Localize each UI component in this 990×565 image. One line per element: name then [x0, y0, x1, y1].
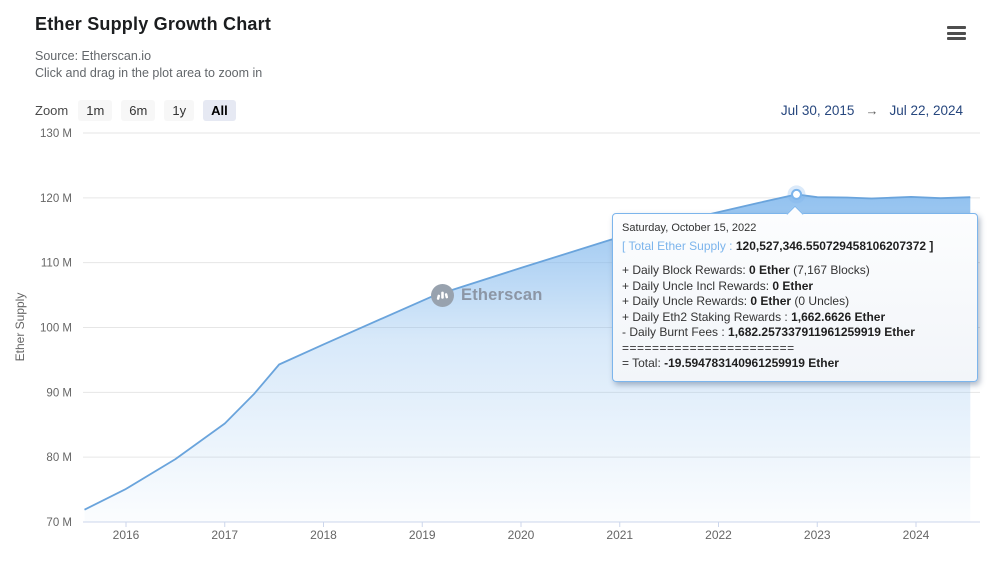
y-axis-tick-label: 80 M: [46, 452, 72, 464]
y-axis-tick-label: 100 M: [40, 323, 72, 335]
range-from-date[interactable]: Jul 30, 2015: [780, 103, 855, 118]
etherscan-logo-icon: [431, 284, 454, 307]
chart-hint-text: Click and drag in the plot area to zoom …: [35, 66, 263, 80]
watermark-label: Etherscan: [461, 286, 543, 304]
range-to-date[interactable]: Jul 22, 2024: [889, 103, 963, 118]
x-axis-tick-label: 2021: [606, 528, 633, 542]
x-axis-tick-label: 2017: [211, 528, 238, 542]
tooltip-row-eth2-staking-rewards: + Daily Eth2 Staking Rewards : 1,662.662…: [622, 309, 886, 324]
hamburger-bar: [947, 31, 966, 35]
y-axis-tick-label: 110 M: [41, 258, 72, 270]
zoom-button-1y[interactable]: 1y: [164, 100, 195, 121]
x-axis-tick-label: 2024: [903, 528, 930, 542]
y-axis-tick-label: 90 M: [46, 387, 72, 399]
hovered-point-marker[interactable]: [791, 188, 803, 200]
zoom-button-6m[interactable]: 6m: [121, 100, 156, 121]
range-arrow-icon: →: [865, 103, 879, 118]
date-range: Jul 30, 2015 → Jul 22, 2024: [781, 103, 963, 118]
x-axis-tick-label: 2023: [804, 528, 831, 542]
hamburger-bar: [947, 26, 966, 29]
x-axis-tick-label: 2019: [409, 528, 436, 542]
chart-tooltip: Saturday, October 15, 2022 [ Total Ether…: [612, 205, 978, 382]
total-ether-supply-label: Total Ether Supply :: [628, 238, 733, 253]
zoom-label: Zoom: [35, 103, 69, 118]
etherscan-watermark: Etherscan: [431, 284, 543, 307]
tooltip-row-block-rewards: + Daily Block Rewards: 0 Ether (7,167 Bl…: [622, 263, 870, 277]
bracket-close: ]: [926, 238, 934, 253]
x-axis-tick-label: 2016: [113, 528, 140, 542]
zoom-button-all[interactable]: All: [203, 100, 236, 121]
tooltip-row-uncle-rewards: + Daily Uncle Rewards: 0 Ether (0 Uncles…: [622, 294, 850, 308]
x-axis-tick-label: 2020: [508, 528, 535, 542]
y-axis-tick-label: 130 M: [40, 128, 72, 140]
hamburger-bar: [947, 37, 966, 40]
tooltip-row-uncle-incl-rewards: + Daily Uncle Incl Rewards: 0 Ether: [622, 278, 814, 293]
chart-source-text: Source: Etherscan.io: [35, 49, 152, 63]
tooltip-total-row: = Total: -19.594783140961259919 Ether: [622, 356, 839, 370]
tooltip-total-supply-line: [ Total Ether Supply : 120,527,346.55072…: [622, 239, 968, 255]
total-ether-supply-value: 120,527,346.550729458106207372: [735, 238, 927, 253]
chart-context-menu-icon[interactable]: [947, 26, 966, 41]
tooltip-row-burnt-fees: - Daily Burnt Fees : 1,682.2573379119612…: [622, 325, 915, 339]
y-axis-tick-label: 70 M: [46, 517, 72, 529]
zoom-button-1m[interactable]: 1m: [78, 100, 113, 121]
page-title: Ether Supply Growth Chart: [35, 14, 272, 34]
x-axis-tick-label: 2022: [705, 528, 732, 542]
x-axis-tick-label: 2018: [310, 528, 337, 542]
bracket-open: [: [622, 238, 629, 253]
zoom-controls: Zoom 1m 6m 1y All: [35, 100, 236, 121]
y-axis-tick-label: 120 M: [40, 193, 72, 205]
tooltip-separator: =======================: [622, 340, 795, 355]
tooltip-date: Saturday, October 15, 2022: [622, 222, 757, 234]
